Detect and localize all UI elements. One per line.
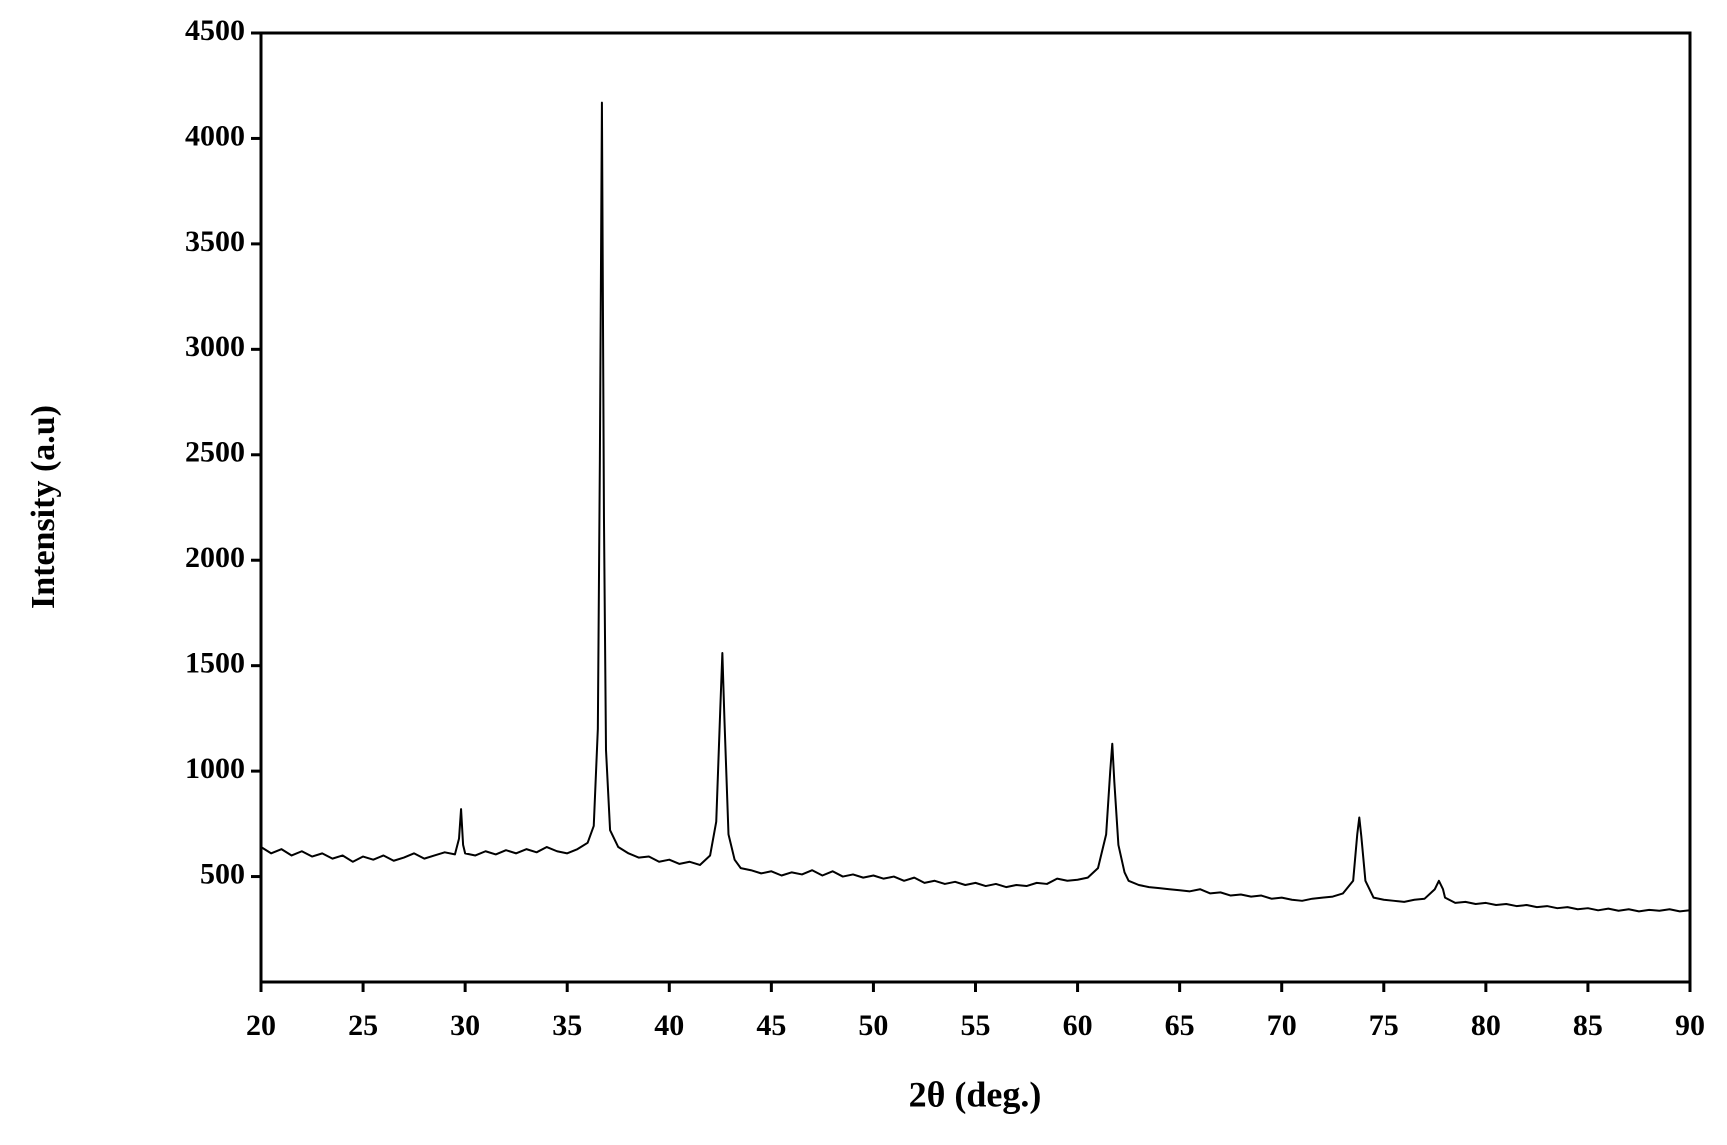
x-tick-label: 30	[450, 1009, 480, 1042]
y-tick-label: 4000	[185, 119, 245, 152]
x-tick-label: 75	[1369, 1009, 1399, 1042]
x-axis-label: 2θ (deg.)	[909, 1074, 1042, 1114]
y-tick-label: 3500	[185, 225, 245, 258]
y-tick-label: 1500	[185, 647, 245, 680]
data-line	[260, 101, 1691, 913]
x-tick-label: 20	[246, 1009, 276, 1042]
x-tick-label: 80	[1471, 1009, 1501, 1042]
x-tick-label: 25	[348, 1009, 378, 1042]
x-tick-label: 65	[1165, 1009, 1195, 1042]
x-tick-label: 50	[858, 1009, 888, 1042]
y-tick-label: 500	[200, 857, 245, 890]
x-tick-label: 35	[552, 1009, 582, 1042]
plot-frame	[259, 31, 1692, 984]
x-tick-label: 45	[756, 1009, 786, 1042]
x-tick-label: 60	[1063, 1009, 1093, 1042]
x-tick-label: 70	[1267, 1009, 1297, 1042]
x-tick-label: 90	[1675, 1009, 1705, 1042]
y-tick-label: 3000	[185, 330, 245, 363]
y-axis-label: Intensity (a.u)	[25, 405, 62, 609]
x-tick-label: 85	[1573, 1009, 1603, 1042]
y-tick-label: 1000	[185, 752, 245, 785]
y-tick-label: 2000	[185, 541, 245, 574]
y-tick-label: 2500	[185, 436, 245, 469]
x-tick-label: 40	[654, 1009, 684, 1042]
x-tick-label: 55	[961, 1009, 991, 1042]
y-tick-label: 4500	[185, 14, 245, 47]
